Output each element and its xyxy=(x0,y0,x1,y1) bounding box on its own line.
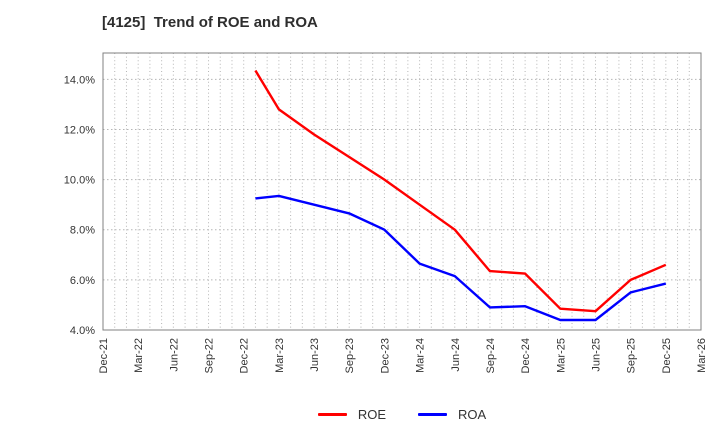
x-tick-label: Mar-22 xyxy=(133,338,145,373)
x-tick-label: Dec-24 xyxy=(520,338,532,373)
plot-frame xyxy=(102,52,702,331)
x-tick-label: Jun-22 xyxy=(168,338,180,372)
x-tick-label: Jun-24 xyxy=(450,338,462,372)
series-line-roe xyxy=(254,69,667,313)
y-tick-label: 8.0% xyxy=(70,225,95,237)
x-tick-label: Sep-25 xyxy=(626,338,638,373)
x-tick-label: Dec-25 xyxy=(661,338,673,373)
x-tick-label: Mar-24 xyxy=(415,338,427,373)
y-tick-label: 12.0% xyxy=(64,124,95,136)
legend-item-roa: ROA xyxy=(418,407,486,422)
y-tick-labels: 4.0% 6.0% 8.0% 10.0% 12.0% 14.0% xyxy=(64,74,95,337)
roe-legend-label: ROE xyxy=(357,406,386,422)
x-tick-label: Dec-22 xyxy=(239,338,251,373)
x-tick-labels: Dec-21 Mar-22 Jun-22 Sep-22 Dec-22 Mar-23 Jun-… xyxy=(98,338,708,373)
x-tick-label: Dec-21 xyxy=(98,338,110,373)
y-tick-label: 6.0% xyxy=(70,275,95,287)
roa-legend-label: ROA xyxy=(458,406,487,422)
y-tick-label: 14.0% xyxy=(64,74,95,86)
x-tick-label: Sep-24 xyxy=(485,338,497,373)
y-tick-label: 4.0% xyxy=(70,325,95,337)
x-tick-label: Dec-23 xyxy=(379,338,391,373)
x-tick-label: Jun-25 xyxy=(590,338,602,372)
plot-area: 4.0% 6.0% 8.0% 10.0% 12.0% 14.0% Dec-21 Mar-22 J… xyxy=(64,52,708,373)
chart-legend: ROE ROA xyxy=(103,402,701,426)
x-tick-label: Sep-23 xyxy=(344,338,356,373)
y-tick-label: 10.0% xyxy=(64,175,95,187)
horizontal-gridlines xyxy=(103,78,701,281)
chart-title: [4125] Trend of ROE and ROA xyxy=(102,14,318,31)
legend-item-roe: ROE xyxy=(317,406,386,422)
x-tick-label: Mar-26 xyxy=(696,338,708,373)
series-line-roa xyxy=(255,194,667,322)
roe-line-swatch xyxy=(317,412,347,416)
x-tick-label: Mar-23 xyxy=(274,338,286,373)
x-tick-label: Sep-22 xyxy=(204,338,216,373)
roa-line-swatch xyxy=(418,412,447,416)
x-tick-label: Mar-25 xyxy=(555,338,567,373)
x-tick-label: Jun-23 xyxy=(309,338,321,372)
